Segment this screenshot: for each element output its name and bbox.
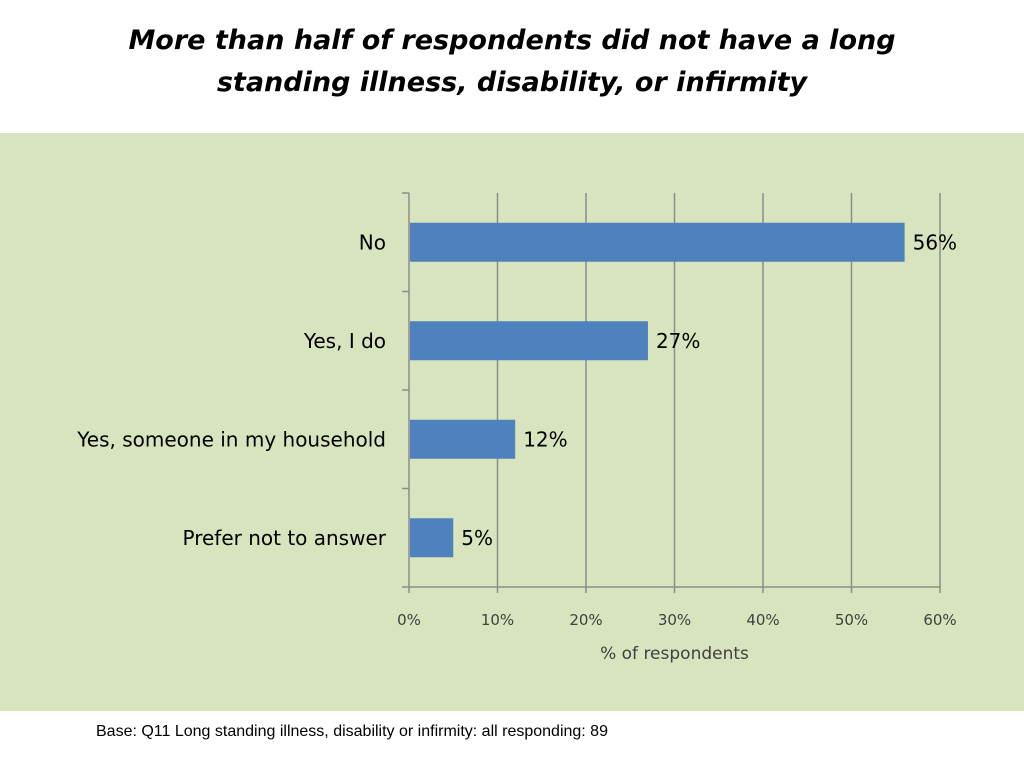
bar-chart: 0% 10% 20% 30% 40% 50% 60% No 56% Yes, I do 27% Yes… xyxy=(76,192,957,664)
data-label: 12% xyxy=(523,427,567,451)
x-tick-label: 50% xyxy=(835,611,868,629)
x-tick-label: 0% xyxy=(397,611,421,629)
x-axis-title: % of respondents xyxy=(600,644,749,664)
data-label: 56% xyxy=(913,230,957,254)
chart-title: More than half of respondents did not ha… xyxy=(0,20,1024,104)
bar-3 xyxy=(410,518,454,558)
bar-0 xyxy=(410,222,905,262)
chart-panel: 0% 10% 20% 30% 40% 50% 60% No 56% Yes, I do 27% Yes… xyxy=(0,133,1024,711)
x-tick-label: 10% xyxy=(481,611,514,629)
data-label: 5% xyxy=(461,526,493,550)
data-label: 27% xyxy=(656,329,700,353)
x-tick-label: 30% xyxy=(658,611,691,629)
category-label: Prefer not to answer xyxy=(182,526,386,550)
category-label: No xyxy=(359,230,386,254)
base-footnote: Base: Q11 Long standing illness, disabil… xyxy=(96,723,608,740)
x-tick-label: 60% xyxy=(923,611,956,629)
category-label: Yes, someone in my household xyxy=(76,427,386,451)
category-label: Yes, I do xyxy=(303,329,386,353)
chart-title-line-1: More than half of respondents did not ha… xyxy=(128,25,896,56)
bar-1 xyxy=(410,321,648,361)
chart-title-line-2: standing illness, disability, or infirmi… xyxy=(216,67,808,98)
x-tick-label: 40% xyxy=(746,611,779,629)
bar-2 xyxy=(410,419,516,459)
x-tick-label: 20% xyxy=(569,611,602,629)
